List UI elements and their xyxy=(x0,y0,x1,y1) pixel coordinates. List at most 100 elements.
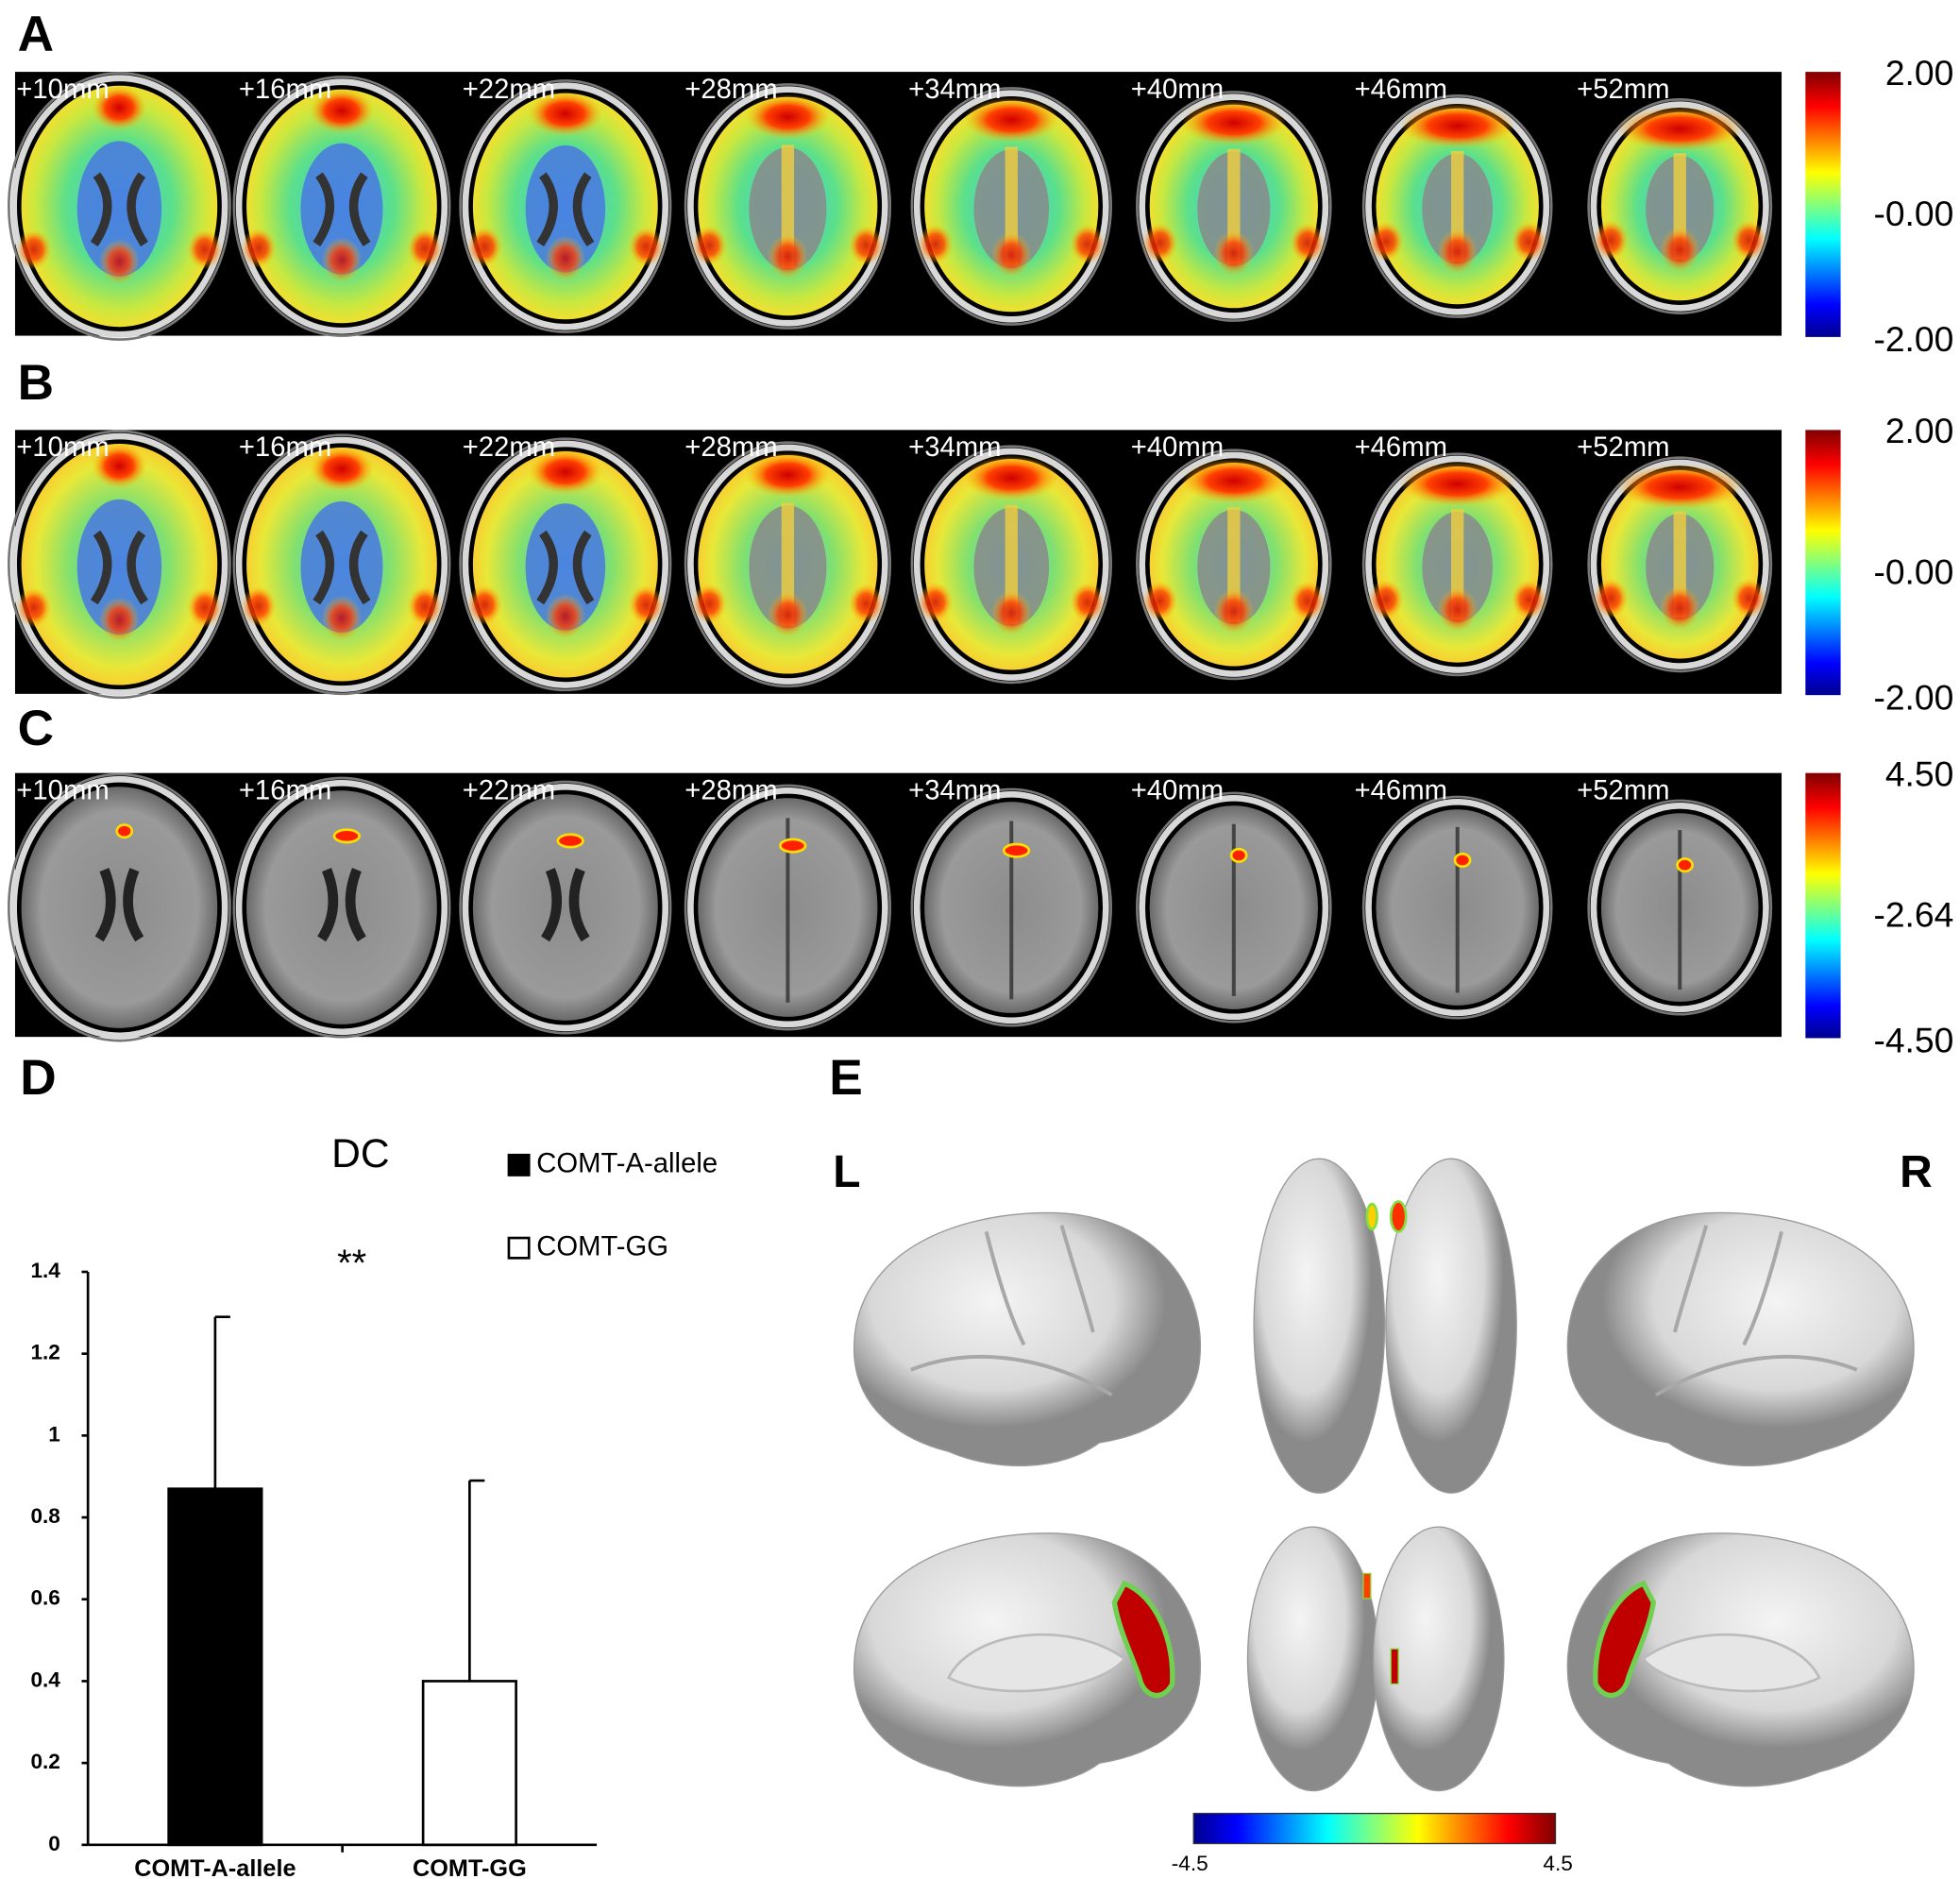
hot-spot xyxy=(1213,230,1255,277)
hot-spot xyxy=(1142,581,1178,621)
hot-spot xyxy=(321,237,363,283)
skull-inner xyxy=(684,784,892,1031)
slice-label: +16mm xyxy=(239,432,331,463)
legend-swatch xyxy=(507,1153,531,1176)
cluster xyxy=(1593,1580,1657,1699)
hot-spot xyxy=(187,229,223,270)
brain-slice xyxy=(459,437,672,692)
colorbar xyxy=(1805,772,1841,1039)
skull xyxy=(1590,802,1769,1013)
hot-spot xyxy=(16,587,52,628)
hot-spot xyxy=(691,583,727,624)
hot-spot xyxy=(321,595,363,641)
brain-slice xyxy=(684,784,892,1031)
skull-inner xyxy=(910,445,1112,685)
skull xyxy=(462,440,669,688)
skull xyxy=(1590,101,1769,312)
hot-spot xyxy=(963,96,1059,143)
cluster xyxy=(1111,1580,1175,1699)
sulcus xyxy=(1654,1225,1858,1397)
colorbar xyxy=(1805,430,1841,696)
hot-spot xyxy=(1399,103,1515,149)
hot-spot xyxy=(628,584,664,625)
cortex xyxy=(1253,1158,1386,1494)
slice-label: +28mm xyxy=(684,775,777,805)
hot-spot xyxy=(1368,579,1404,620)
skull-inner xyxy=(910,787,1112,1027)
brain-slice xyxy=(459,780,672,1035)
brain-slice xyxy=(1587,799,1773,1016)
hot-spot xyxy=(241,585,277,627)
hot-spot xyxy=(99,239,140,285)
skull-inner xyxy=(1587,456,1773,673)
skull xyxy=(1139,451,1329,677)
skull xyxy=(10,432,228,696)
ventricle xyxy=(90,530,148,605)
hot-spot xyxy=(407,228,443,269)
hot-spot xyxy=(241,228,277,269)
slice-label: +52mm xyxy=(1577,432,1669,463)
brain-surface xyxy=(1566,1532,1915,1787)
skull xyxy=(235,779,448,1036)
sulcus xyxy=(910,1225,1113,1397)
y-tick-label: 0.2 xyxy=(30,1750,59,1773)
slice-label: +22mm xyxy=(463,432,555,463)
hot-spot xyxy=(1290,581,1326,621)
hot-spot xyxy=(309,446,375,492)
hot-spot xyxy=(1593,220,1629,261)
brain-slice xyxy=(1361,795,1553,1020)
colorbar-label: -2.00 xyxy=(1873,319,1953,359)
colorbar xyxy=(1805,72,1841,337)
corpus-callosum xyxy=(1641,1633,1821,1693)
colorbar-label: 2.00 xyxy=(1885,411,1954,450)
hot-spot xyxy=(848,225,885,266)
colorbar-label: 4.50 xyxy=(1885,754,1954,794)
hot-spot xyxy=(745,452,831,498)
brain-slice xyxy=(910,87,1112,326)
y-tick-label: 0 xyxy=(48,1832,60,1855)
slice-label: +34mm xyxy=(908,75,1001,105)
slice-label: +22mm xyxy=(463,775,555,805)
skull-inner xyxy=(459,79,672,333)
x-tick-label: COMT-A-allele xyxy=(134,1855,296,1879)
colorbar-label: 4.5 xyxy=(1543,1852,1572,1875)
skull-inner xyxy=(1136,791,1332,1024)
cluster xyxy=(1389,1200,1408,1233)
slice-label: +16mm xyxy=(239,75,331,105)
hemisphere-label: L xyxy=(833,1147,860,1197)
skull-inner xyxy=(1587,98,1773,314)
brain-slice xyxy=(1136,91,1332,322)
hot-spot xyxy=(1616,464,1743,510)
corpus-callosum xyxy=(946,1633,1126,1693)
brain-slice xyxy=(232,776,451,1039)
slice-label: +46mm xyxy=(1355,75,1447,105)
hot-spot xyxy=(1290,222,1326,263)
cluster xyxy=(1453,853,1472,869)
skull-inner xyxy=(232,76,451,337)
hot-spot xyxy=(1593,578,1629,618)
hot-spot xyxy=(918,224,954,264)
panel-label: A xyxy=(18,7,54,62)
skull xyxy=(235,436,448,692)
y-tick-label: 0.8 xyxy=(30,1504,59,1528)
hot-spot xyxy=(527,449,603,495)
ventricle xyxy=(317,868,366,942)
hot-spot xyxy=(187,587,223,628)
legend-label: COMT-A-allele xyxy=(536,1149,718,1179)
skull-inner xyxy=(7,72,231,341)
brain-slice xyxy=(1361,452,1553,677)
hot-spot xyxy=(1142,222,1178,263)
slice-label: +34mm xyxy=(908,432,1001,463)
cortex xyxy=(853,1211,1202,1467)
slice-label: +10mm xyxy=(16,775,109,805)
hot-spot xyxy=(768,592,808,638)
hot-spot xyxy=(407,585,443,627)
skull-inner xyxy=(232,776,451,1039)
cluster xyxy=(115,823,134,839)
brain xyxy=(246,790,437,1024)
brain-slice xyxy=(910,787,1112,1027)
slice-label: +10mm xyxy=(16,432,109,463)
brain-surface xyxy=(853,1532,1202,1787)
brain-surface xyxy=(853,1211,1202,1467)
hot-spot xyxy=(1437,229,1478,275)
